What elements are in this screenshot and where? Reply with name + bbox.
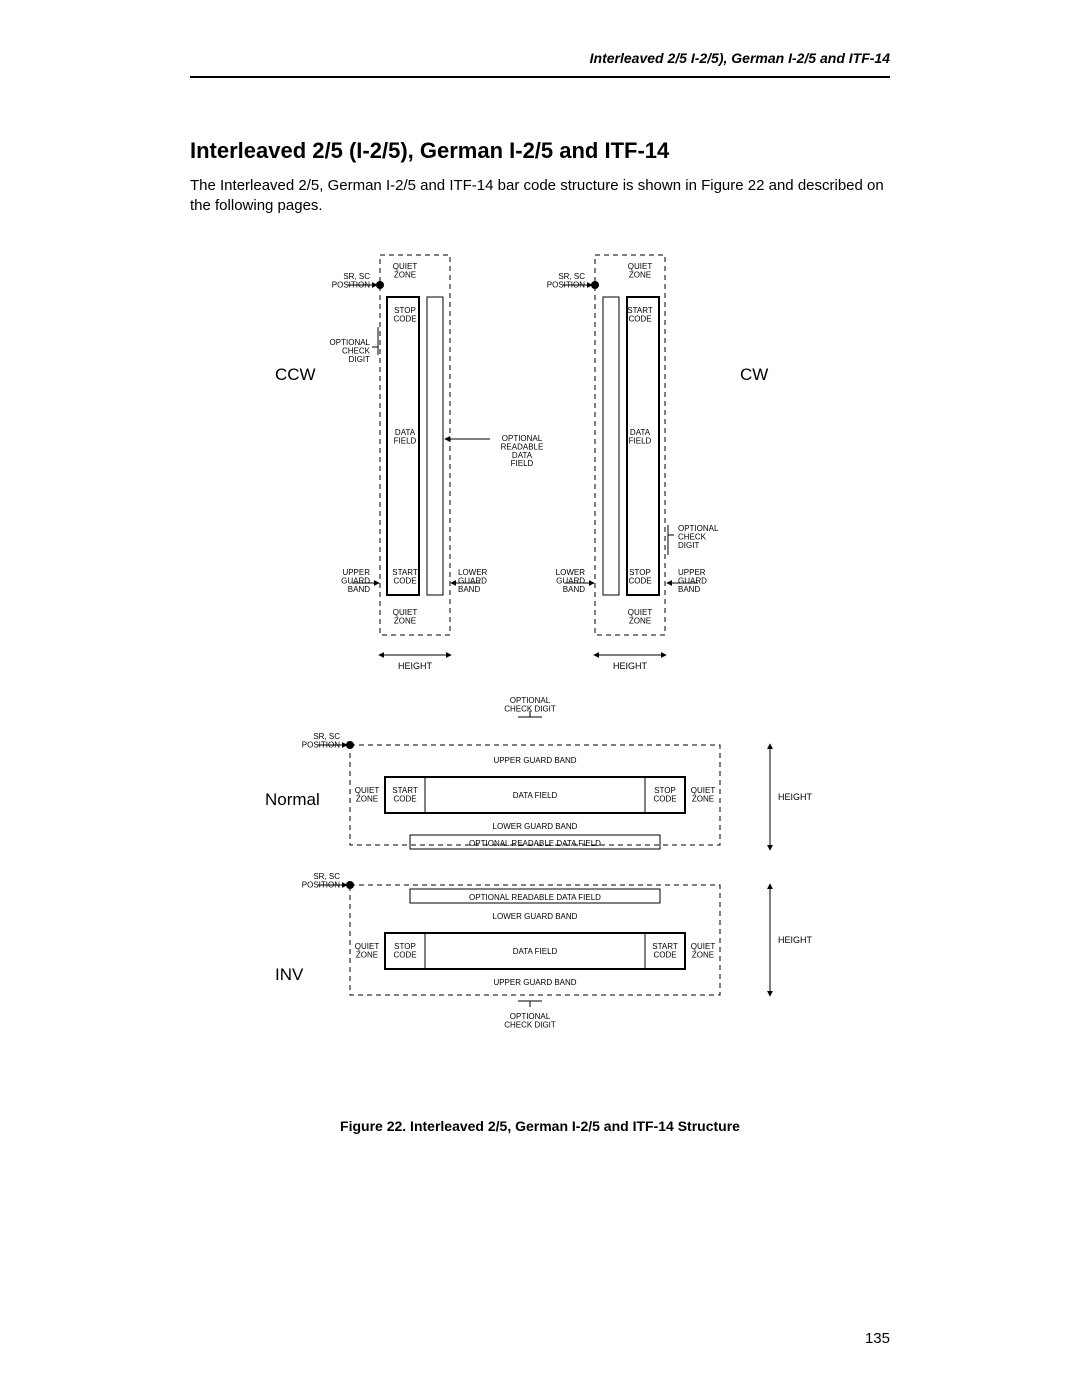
ocd-inv: OPTIONALCHECK DIGIT bbox=[504, 1012, 556, 1029]
start-inv: STARTCODE bbox=[652, 942, 678, 959]
height-inv: HEIGHT bbox=[778, 935, 813, 945]
qz-ccw-bot: QUIETZONE bbox=[393, 608, 418, 625]
ordf-inv: OPTIONAL READABLE DATA FIELD bbox=[469, 893, 601, 902]
lgb-inv: LOWER GUARD BAND bbox=[493, 912, 578, 921]
ocd-cw: OPTIONALCHECKDIGIT bbox=[678, 524, 719, 550]
stopcode-ccw: STOPCODE bbox=[393, 306, 416, 323]
srsc-inv: SR, SCPOSITION bbox=[302, 872, 340, 889]
qz-normal-r: QUIETZONE bbox=[691, 786, 716, 803]
lgb-normal: LOWER GUARD BAND bbox=[493, 822, 578, 831]
intro-paragraph: The Interleaved 2/5, German I-2/5 and IT… bbox=[190, 176, 890, 217]
cw-group: CW SR, SCPOSITION QUIETZONE STARTCODE DA… bbox=[547, 255, 769, 671]
normal-label: Normal bbox=[265, 790, 320, 809]
section-title: Interleaved 2/5 (I-2/5), German I-2/5 an… bbox=[190, 138, 890, 164]
stop-inv: STOPCODE bbox=[393, 942, 416, 959]
qz-normal-l: QUIETZONE bbox=[355, 786, 380, 803]
data-cw: DATAFIELD bbox=[629, 428, 652, 445]
height-ccw: HEIGHT bbox=[398, 661, 433, 671]
ocd-ccw: OPTIONALCHECKDIGIT bbox=[330, 338, 371, 364]
srsc-cw: SR, SCPOSITION bbox=[547, 272, 585, 289]
ordf-center: OPTIONALREADABLEDATAFIELD bbox=[501, 434, 544, 468]
figure-caption: Figure 22. Interleaved 2/5, German I-2/5… bbox=[190, 1118, 890, 1134]
page-number: 135 bbox=[865, 1330, 890, 1347]
start-normal: STARTCODE bbox=[392, 786, 418, 803]
ugb-cw: UPPERGUARDBAND bbox=[678, 568, 707, 594]
qz-cw-top: QUIETZONE bbox=[628, 262, 653, 279]
qz-ccw-top: QUIETZONE bbox=[393, 262, 418, 279]
figure-22: CCW SR, SCPOSITION QUIETZONE STOPCODE DA… bbox=[190, 235, 890, 1134]
height-cw: HEIGHT bbox=[613, 661, 648, 671]
running-head: Interleaved 2/5 I-2/5), German I-2/5 and… bbox=[190, 50, 890, 66]
header-rule bbox=[190, 76, 890, 78]
lgb-cw: LOWERGUARDBAND bbox=[556, 568, 586, 594]
stopcode-cw: STOPCODE bbox=[628, 568, 651, 585]
ordf-normal: OPTIONAL READABLE DATA FIELD bbox=[469, 839, 601, 848]
stop-normal: STOPCODE bbox=[653, 786, 676, 803]
normal-group: Normal OPTIONALCHECK DIGIT SR, SCPOSITIO… bbox=[265, 696, 813, 849]
barcode-structure-diagram: CCW SR, SCPOSITION QUIETZONE STOPCODE DA… bbox=[230, 235, 850, 1105]
inv-label: INV bbox=[275, 965, 304, 984]
ugb-inv: UPPER GUARD BAND bbox=[493, 978, 576, 987]
data-ccw: DATAFIELD bbox=[394, 428, 417, 445]
ugb-ccw: UPPERGUARDBAND bbox=[341, 568, 370, 594]
ccw-label: CCW bbox=[275, 365, 316, 384]
ccw-group: CCW SR, SCPOSITION QUIETZONE STOPCODE DA… bbox=[275, 255, 488, 671]
qz-cw-bot: QUIETZONE bbox=[628, 608, 653, 625]
ugb-normal: UPPER GUARD BAND bbox=[493, 756, 576, 765]
srsc-normal: SR, SCPOSITION bbox=[302, 732, 340, 749]
lgb-ccw: LOWERGUARDBAND bbox=[458, 568, 488, 594]
data-normal: DATA FIELD bbox=[513, 791, 558, 800]
qz-inv-l: QUIETZONE bbox=[355, 942, 380, 959]
cw-label: CW bbox=[740, 365, 768, 384]
document-page: Interleaved 2/5 I-2/5), German I-2/5 and… bbox=[0, 0, 1080, 1397]
qz-inv-r: QUIETZONE bbox=[691, 942, 716, 959]
height-normal: HEIGHT bbox=[778, 792, 813, 802]
srsc-ccw: SR, SCPOSITION bbox=[332, 272, 370, 289]
startcode-ccw: STARTCODE bbox=[392, 568, 418, 585]
data-inv: DATA FIELD bbox=[513, 947, 558, 956]
startcode-cw: STARTCODE bbox=[627, 306, 653, 323]
inv-group: INV SR, SCPOSITION OPTIONAL READABLE DAT… bbox=[275, 872, 813, 1029]
ocd-normal: OPTIONALCHECK DIGIT bbox=[504, 696, 556, 713]
